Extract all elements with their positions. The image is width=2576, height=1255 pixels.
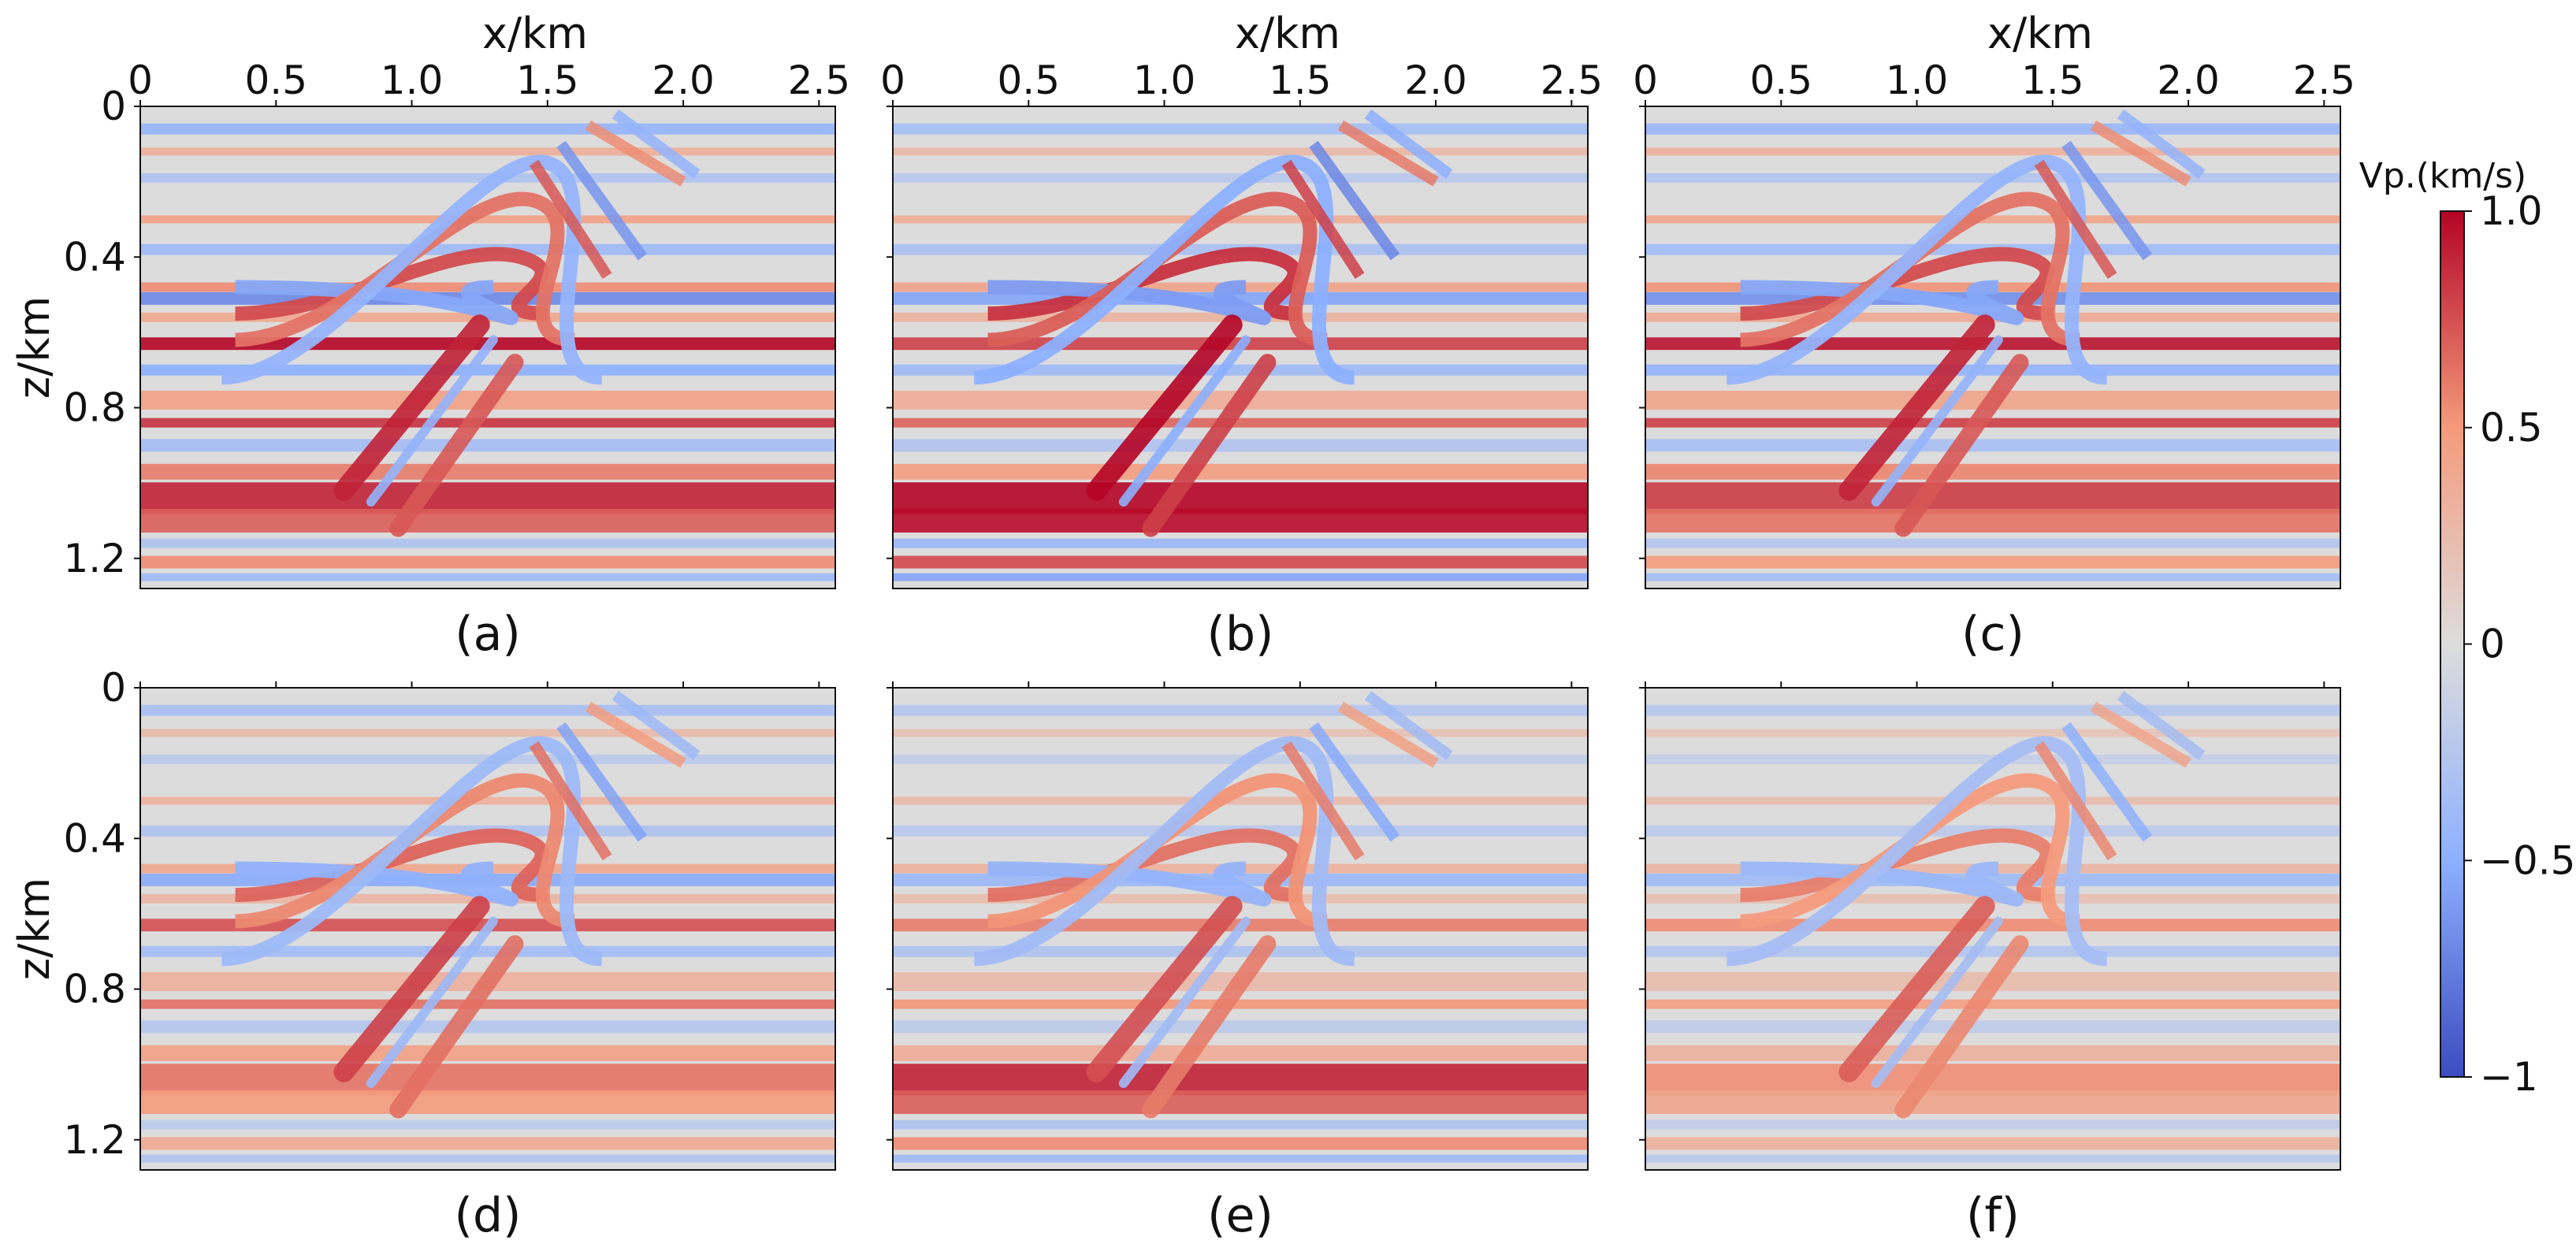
velocity-image [893,688,1588,1170]
panel-frame [139,106,836,589]
panel-label: (a) [455,607,521,662]
x-tick-label: 2.0 [652,58,715,103]
x-tick-label: 0.5 [245,58,308,103]
colorbar-gradient [2440,210,2465,1078]
panel-b: (b) [892,106,1589,662]
panel-frame [1645,106,2341,589]
panel-frame [1645,687,2341,1171]
x-tick-label: 0 [1633,58,1658,103]
velocity-image [140,106,835,589]
colorbar-tick-label: 0 [2480,622,2505,667]
panel-a: (a) [139,106,836,662]
colorbar: Vp.(km/s) 1.0 0.5 0 −0.5 −1 [2359,156,2576,1100]
y-tick-label: 0.8 [63,967,126,1012]
y-tick-label: 0.8 [63,385,126,431]
x-axis-label: x/km [1987,9,2093,58]
y-axis-label: z/km [9,878,59,980]
y-tick-label: 0 [101,665,126,711]
velocity-image [1645,688,2340,1170]
x-tick-label: 0.5 [1750,58,1813,103]
velocity-image [893,106,1588,589]
axes-group: 0 0.5 1.0 1.5 2.0 2.5 x/km 0 0.4 0.8 1.2 z/km 0 0.5 1.… [9,9,2355,1163]
x-tick-label: 2.5 [2293,58,2356,103]
colorbar-tick-label: −0.5 [2480,837,2575,883]
y-tick-label: 0 [101,84,126,129]
panel-f: (f) [1645,687,2341,1243]
colorbar-tick-label: −1 [2480,1054,2538,1100]
panel-label: (e) [1207,1188,1273,1243]
panel-label: (b) [1207,607,1274,662]
y-tick-label: 0.4 [63,234,126,280]
y-tick-label: 0.4 [63,815,126,861]
colorbar-tick-label: 1.0 [2480,188,2543,234]
x-tick-label: 1.0 [381,58,444,103]
x-tick-label: 2.5 [1541,58,1604,103]
x-tick-label: 0 [880,58,905,103]
y-tick-label: 1.2 [63,1117,126,1163]
panel-frame [139,687,836,1171]
y-tick-label: 1.2 [63,536,126,581]
colorbar-title: Vp.(km/s) [2359,156,2526,196]
panel-d: (d) [139,687,836,1243]
panel-frame [892,106,1589,589]
x-tick-label: 1.5 [516,58,579,103]
colorbar-ticks: 1.0 0.5 0 −0.5 −1 [2464,188,2575,1100]
x-tick-label: 0 [128,58,153,103]
colorbar-tick-label: 0.5 [2480,405,2543,451]
x-tick-label: 2.0 [1404,58,1467,103]
x-tick-label: 1.5 [2021,58,2084,103]
panels-group: (a) (b) (c) (d) (e) (f) [139,106,2341,1243]
x-tick-label: 1.0 [1886,58,1949,103]
panel-frame [892,687,1589,1171]
panel-c: (c) [1645,106,2341,662]
velocity-image [140,688,835,1170]
panel-label: (d) [455,1188,522,1243]
velocity-image [1645,106,2340,589]
x-tick-label: 1.0 [1133,58,1196,103]
x-tick-label: 2.0 [2157,58,2220,103]
x-axis-label: x/km [1235,9,1340,58]
panel-label: (f) [1966,1188,2020,1243]
panel-e: (e) [892,687,1589,1243]
x-tick-label: 0.5 [998,58,1061,103]
x-tick-label: 1.5 [1269,58,1332,103]
x-tick-label: 2.5 [788,58,851,103]
y-axis-label: z/km [9,296,59,399]
x-axis-label: x/km [482,9,588,58]
panel-label: (c) [1961,607,2024,662]
